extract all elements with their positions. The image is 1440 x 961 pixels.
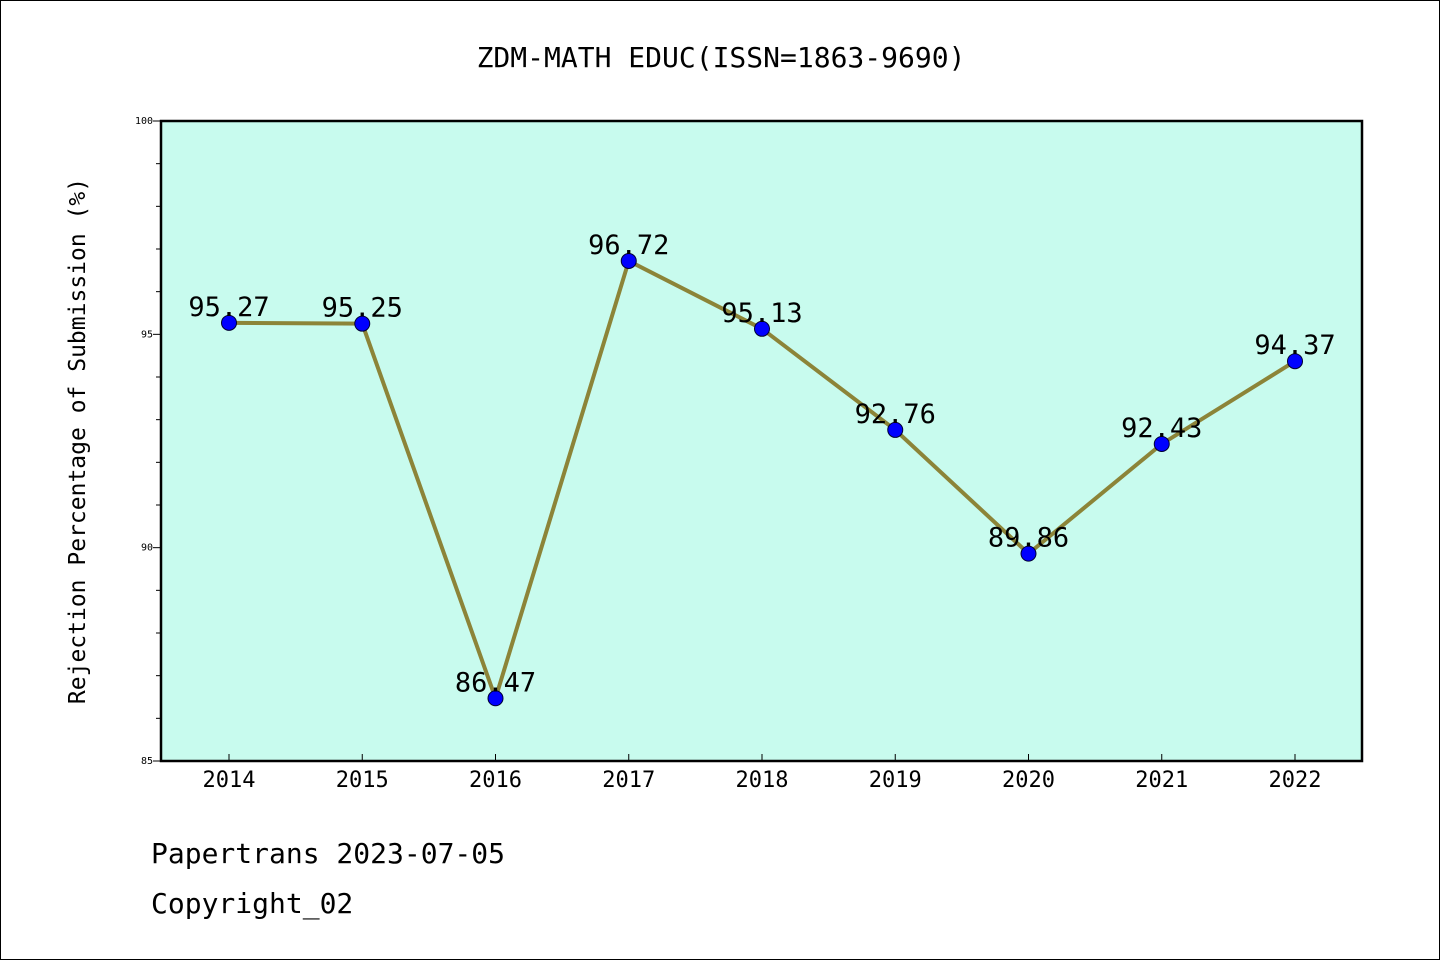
data-point [1153, 435, 1170, 452]
x-tick-label: 2014 [203, 768, 256, 793]
data-point [620, 252, 637, 269]
data-label: 95.27 [188, 292, 269, 323]
data-label: 86.47 [455, 667, 536, 698]
y-tick-label: 90 [141, 543, 153, 554]
x-tick-label: 2022 [1269, 768, 1322, 793]
data-label: 89.86 [988, 523, 1069, 554]
data-point [887, 421, 904, 438]
data-label: 96.72 [588, 230, 669, 261]
x-tick-label: 2018 [736, 768, 789, 793]
x-tick-label: 2017 [602, 768, 655, 793]
x-tick-label: 2020 [1002, 768, 1055, 793]
x-tick-label: 2015 [336, 768, 389, 793]
data-point [1020, 545, 1037, 562]
data-label: 94.37 [1254, 330, 1335, 361]
y-tick-label: 85 [141, 756, 153, 767]
data-point [354, 315, 371, 332]
chart-title: ZDM-MATH EDUC(ISSN=1863-9690) [477, 41, 966, 74]
data-point [487, 690, 504, 707]
data-label: 92.43 [1121, 413, 1202, 444]
plot-border [159, 119, 1364, 763]
y-tick-label: 100 [135, 116, 153, 127]
data-label: 95.25 [322, 293, 403, 324]
y-tick-label: 95 [141, 329, 153, 340]
data-point [221, 314, 237, 331]
x-tick-label: 2019 [869, 768, 922, 793]
y-axis-label: Rejection Percentage of Submission (%) [65, 178, 91, 704]
data-point [1287, 353, 1303, 370]
y-axis: 85 90 95 100 [135, 116, 161, 767]
footer-copyright: Copyright_02 [151, 887, 354, 920]
data-point [754, 320, 770, 337]
x-tick-label: 2021 [1135, 768, 1188, 793]
data-label: 92.76 [855, 399, 936, 430]
footer-date: Papertrans 2023-07-05 [151, 837, 506, 870]
data-label: 95.13 [721, 298, 802, 329]
x-tick-label: 2016 [469, 768, 522, 793]
x-axis: 2014 2015 2016 2017 2018 2019 2020 2021 2022 [203, 754, 1322, 793]
